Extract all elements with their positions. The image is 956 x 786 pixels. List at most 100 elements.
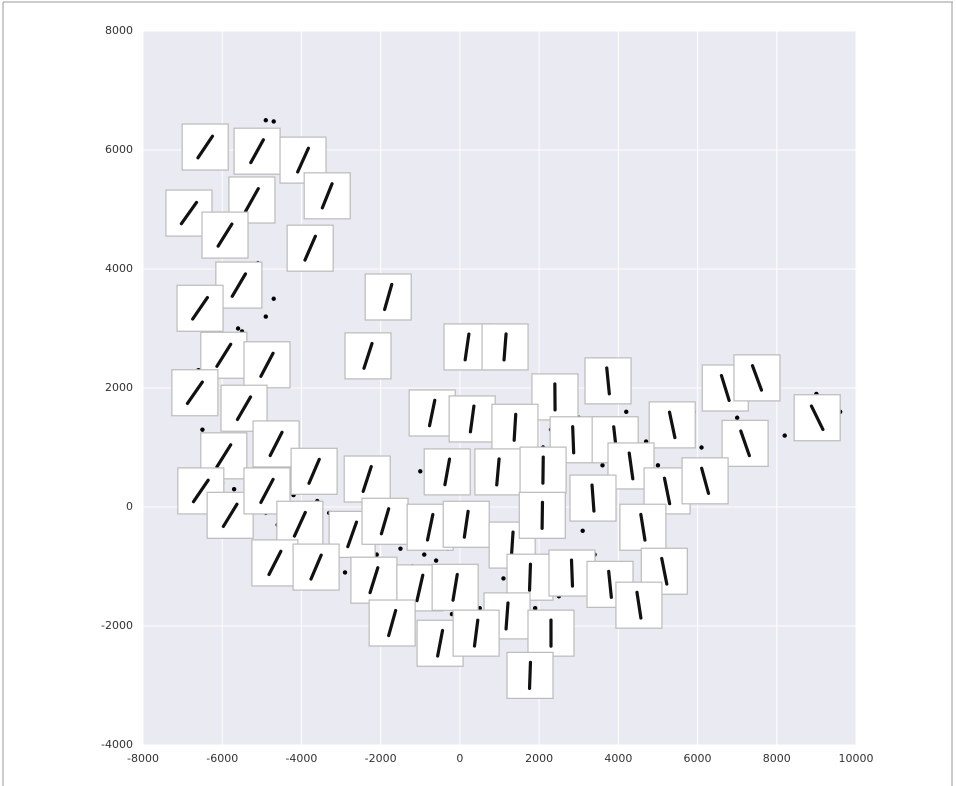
thumbnail-frame — [303, 172, 351, 220]
thumbnail — [408, 389, 456, 437]
thumbnail-frame — [481, 323, 529, 371]
digit-stroke — [387, 608, 398, 638]
thumbnail — [431, 563, 479, 611]
thumbnail-frame — [290, 447, 338, 495]
digit-stroke — [739, 429, 751, 458]
thumbnail — [368, 599, 416, 647]
x-tick-label: 8000 — [763, 752, 791, 765]
thumbnail — [423, 448, 471, 496]
point — [624, 409, 629, 414]
point — [398, 546, 403, 551]
point — [532, 605, 538, 611]
point — [342, 570, 348, 575]
thumbnail — [584, 357, 632, 405]
x-tick-label: -2000 — [365, 752, 397, 765]
digit-stroke — [379, 507, 391, 536]
point — [200, 427, 205, 432]
thumbnail — [518, 491, 566, 539]
digit-stroke — [243, 187, 260, 213]
thumbnail-frame — [584, 357, 632, 405]
digit-stroke — [361, 465, 373, 493]
thumbnail — [177, 467, 225, 515]
thumbnail — [286, 224, 334, 272]
digit-stroke — [259, 351, 275, 378]
thumbnail — [648, 401, 696, 449]
digit-stroke — [607, 569, 613, 599]
digit-stroke — [512, 412, 518, 442]
thumbnail — [364, 273, 412, 321]
digit-stroke — [309, 553, 323, 581]
digit-stroke — [362, 341, 374, 370]
digit-stroke — [571, 425, 576, 455]
thumbnail — [176, 284, 224, 332]
thumbnail — [343, 455, 391, 503]
digit-stroke — [605, 366, 611, 396]
thumbnail — [474, 448, 522, 496]
digit-stroke — [179, 200, 199, 226]
digit-stroke — [667, 410, 677, 440]
digit-stroke — [427, 398, 437, 428]
y-tick-label: -4000 — [101, 738, 133, 751]
digit-stroke — [719, 373, 731, 403]
thumbnail — [721, 419, 769, 467]
point — [271, 119, 276, 124]
digit-stroke — [415, 573, 425, 603]
thumbnail — [292, 543, 340, 591]
x-tick-label: 6000 — [684, 752, 712, 765]
digit-stroke — [259, 477, 275, 505]
y-tick-label: 0 — [126, 500, 133, 513]
digit-stroke — [191, 478, 210, 504]
thumbnail — [491, 403, 539, 451]
digit-stroke — [230, 272, 248, 298]
point — [235, 326, 241, 331]
digit-stroke — [215, 342, 233, 368]
point — [263, 314, 268, 319]
thumbnail — [251, 539, 299, 587]
thumbnail-frame — [286, 224, 334, 272]
thumbnail — [733, 354, 781, 402]
point — [418, 469, 423, 474]
digit-stroke — [196, 134, 215, 160]
point — [782, 433, 787, 438]
thumbnail — [569, 474, 617, 522]
digit-stroke — [635, 590, 643, 620]
thumbnail — [442, 500, 490, 548]
digit-stroke — [425, 512, 435, 542]
thumbnail — [344, 332, 392, 380]
digit-stroke — [292, 510, 307, 538]
point — [422, 552, 427, 557]
digit-stroke — [463, 332, 471, 362]
digit-stroke — [268, 430, 284, 458]
digit-stroke — [368, 566, 380, 595]
thumbnail — [519, 446, 567, 494]
digit-stroke — [590, 483, 596, 513]
thumbnail — [643, 467, 691, 515]
x-tick-label: 10000 — [839, 752, 874, 765]
x-tick-label: 0 — [456, 752, 463, 765]
thumbnail — [681, 457, 729, 505]
digit-stroke — [472, 618, 480, 648]
thumbnail — [361, 497, 409, 545]
x-tick-label: -6000 — [206, 752, 238, 765]
digit-stroke — [307, 457, 321, 485]
thumbnail — [615, 581, 663, 629]
digit-stroke — [502, 332, 508, 362]
digit-stroke — [809, 404, 825, 432]
digit-stroke — [191, 295, 209, 321]
thumbnail — [793, 394, 841, 442]
thumbnail — [448, 395, 496, 443]
digit-stroke — [320, 182, 334, 210]
point — [655, 463, 661, 468]
x-tick-label: -8000 — [127, 752, 159, 765]
point — [501, 576, 506, 581]
digit-stroke — [627, 451, 635, 481]
thumbnail — [506, 651, 554, 699]
point — [271, 296, 276, 301]
thumbnail — [181, 123, 229, 171]
y-tick-label: -2000 — [101, 619, 133, 632]
thumbnail — [243, 341, 291, 389]
point — [734, 415, 740, 420]
digit-stroke — [436, 628, 445, 658]
digit-stroke — [662, 476, 672, 506]
